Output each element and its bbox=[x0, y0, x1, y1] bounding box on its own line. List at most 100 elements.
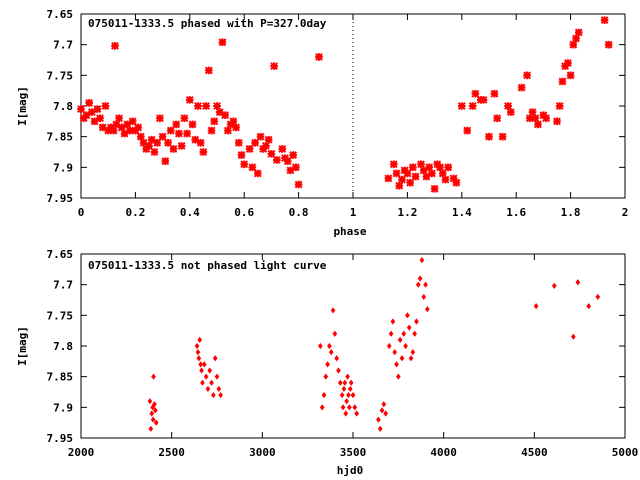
unphased-axis-ticks: 2000 2500 3000 3500 4000 4500 5000 7.65 7.7 7.75 7… bbox=[47, 248, 639, 459]
phased-x-tick-label: 1 bbox=[350, 206, 357, 219]
phased-axis-ticks: 0 0.2 0.4 0.6 0.8 1 1.2 1.4 1.6 1.8 2 7.65 7.7 7.75 7.… bbox=[47, 8, 629, 219]
phased-data-point bbox=[517, 83, 526, 92]
unphased-x-tick-label: 3000 bbox=[249, 446, 276, 459]
phased-data-point bbox=[422, 172, 431, 181]
unphased-data-point bbox=[405, 312, 410, 319]
unphased-data-point bbox=[396, 373, 401, 380]
unphased-data-point bbox=[406, 324, 412, 331]
phased-data-point bbox=[161, 157, 170, 166]
unphased-data-point bbox=[376, 416, 381, 423]
unphased-data-point bbox=[321, 391, 327, 399]
phased-data-point bbox=[117, 123, 126, 132]
phased-data-point bbox=[479, 95, 488, 104]
unphased-data-point bbox=[390, 318, 396, 325]
unphased-data-point bbox=[343, 410, 349, 417]
phased-data-point bbox=[207, 126, 216, 135]
phased-data-point bbox=[150, 148, 159, 156]
phased-data-point bbox=[240, 160, 249, 169]
phased-data-point bbox=[417, 160, 425, 169]
unphased-data-point bbox=[342, 379, 348, 386]
phased-data-point bbox=[158, 132, 167, 141]
unphased-data-point bbox=[417, 275, 423, 282]
phased-data-point bbox=[398, 175, 406, 184]
phased-data-point bbox=[528, 108, 537, 117]
phased-data-point bbox=[196, 138, 205, 147]
unphased-data-point bbox=[147, 398, 153, 405]
unphased-data-point bbox=[533, 303, 539, 310]
phased-data-point bbox=[210, 117, 219, 126]
phased-panel: 075011-1333.5 phased with P=327.0day pha… bbox=[16, 8, 628, 238]
phased-data-point bbox=[403, 169, 412, 178]
unphased-data-point bbox=[148, 425, 154, 432]
phased-data-point bbox=[93, 105, 102, 113]
unphased-y-tick-label: 7.85 bbox=[47, 371, 74, 384]
phased-x-tick-label: 0.2 bbox=[125, 206, 145, 219]
phased-y-tick-label: 7.65 bbox=[47, 8, 74, 21]
phased-data-point bbox=[123, 120, 132, 129]
unphased-data-point bbox=[340, 404, 346, 411]
phased-data-point bbox=[600, 16, 609, 25]
unphased-data-point bbox=[334, 355, 340, 362]
unphased-data-point bbox=[211, 391, 216, 399]
unphased-data-point bbox=[196, 355, 202, 362]
phased-x-tick-label: 1.8 bbox=[561, 206, 581, 219]
phased-data-point bbox=[87, 108, 96, 117]
unphased-data-point bbox=[551, 282, 557, 289]
phased-data-point bbox=[98, 123, 107, 132]
phased-data-point bbox=[223, 126, 232, 135]
phased-data-point bbox=[111, 41, 119, 50]
unphased-y-tick-label: 7.95 bbox=[47, 432, 74, 445]
phased-data-point bbox=[523, 71, 531, 80]
phased-data-point bbox=[411, 172, 420, 181]
phased-data-point bbox=[286, 166, 295, 175]
unphased-data-point bbox=[339, 391, 345, 399]
unphased-data-point bbox=[150, 416, 156, 423]
unphased-data-point bbox=[212, 355, 218, 362]
unphased-data-point bbox=[318, 342, 323, 350]
unphased-data-point bbox=[205, 385, 211, 393]
unphased-data-point bbox=[354, 410, 359, 417]
unphased-data-point bbox=[330, 307, 336, 314]
phased-y-tick-label: 7.75 bbox=[47, 69, 74, 82]
phased-data-point bbox=[566, 71, 575, 80]
phased-data-point bbox=[498, 132, 507, 141]
unphased-data-point bbox=[348, 379, 354, 386]
phased-data-point bbox=[272, 156, 281, 164]
unphased-data-point bbox=[153, 407, 158, 414]
phased-data-points bbox=[77, 16, 613, 193]
phased-data-point bbox=[169, 145, 178, 153]
unphased-panel: 075011-1333.5 not phased light curve hjd… bbox=[16, 248, 638, 477]
phased-data-point bbox=[457, 102, 466, 110]
unphased-data-point bbox=[408, 355, 414, 362]
phased-data-point bbox=[237, 151, 246, 159]
phased-data-point bbox=[294, 180, 303, 189]
phased-data-point bbox=[558, 77, 567, 86]
unphased-data-point bbox=[332, 330, 338, 337]
unphased-y-tick-label: 7.65 bbox=[47, 248, 74, 261]
phased-data-point bbox=[101, 102, 110, 110]
phased-data-point bbox=[136, 132, 145, 141]
phased-data-point bbox=[506, 108, 515, 117]
phased-data-point bbox=[232, 123, 240, 132]
phased-data-point bbox=[534, 120, 542, 129]
unphased-data-point bbox=[325, 361, 330, 368]
phased-data-point bbox=[291, 163, 300, 172]
phased-chart-title: 075011-1333.5 phased with P=327.0day bbox=[88, 17, 327, 30]
phased-data-point bbox=[389, 160, 398, 169]
unphased-data-point bbox=[336, 367, 341, 374]
unphased-x-tick-label: 2500 bbox=[158, 446, 185, 459]
unphased-data-point bbox=[352, 404, 358, 411]
unphased-data-point bbox=[197, 336, 203, 343]
phased-data-point bbox=[128, 117, 137, 126]
phased-data-point bbox=[139, 138, 148, 147]
unphased-data-point bbox=[327, 342, 332, 350]
phased-data-point bbox=[166, 126, 175, 135]
phased-data-point bbox=[572, 34, 580, 43]
phased-data-point bbox=[199, 148, 208, 156]
unphased-data-point bbox=[570, 333, 576, 340]
phased-data-point bbox=[493, 114, 502, 123]
unphased-data-point bbox=[218, 391, 223, 399]
unphased-y-tick-label: 7.8 bbox=[53, 340, 73, 353]
unphased-data-point bbox=[401, 330, 407, 337]
unphased-data-point bbox=[586, 303, 592, 310]
